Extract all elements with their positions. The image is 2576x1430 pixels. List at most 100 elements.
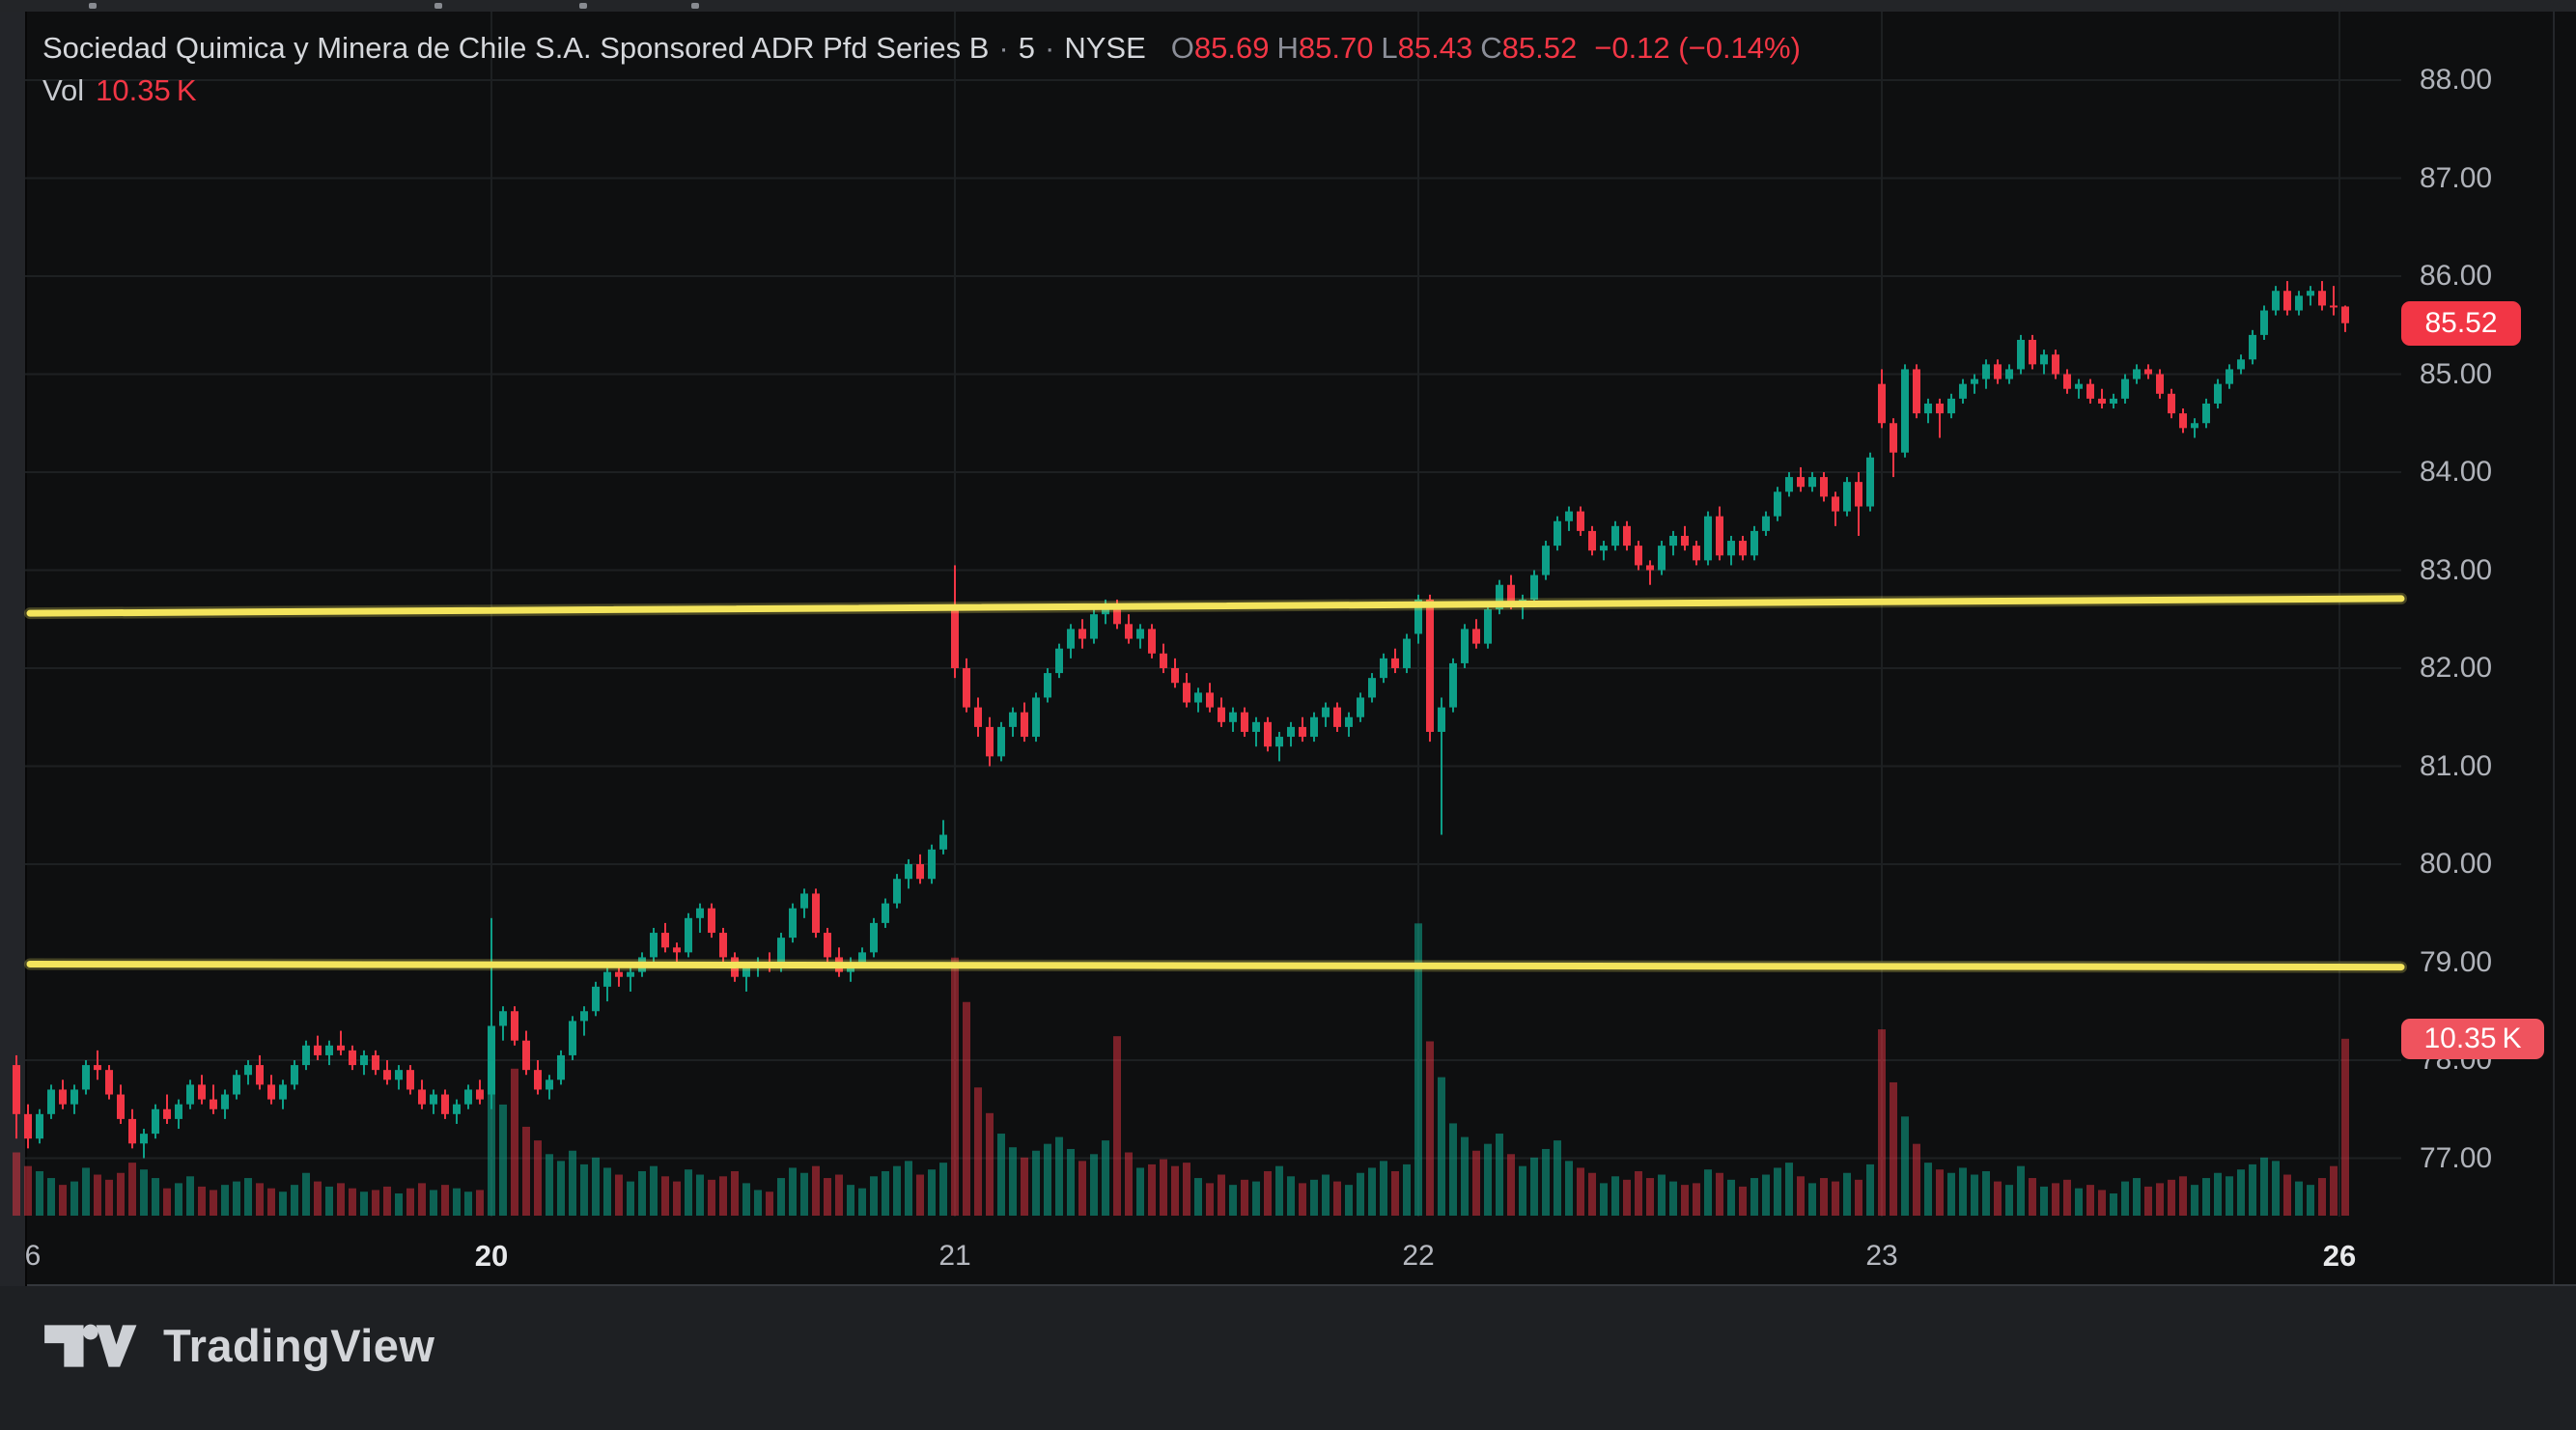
volume-bar [2133, 1178, 2141, 1216]
volume-bar [916, 1174, 924, 1216]
volume-bar [1496, 1134, 1503, 1216]
volume-bar [731, 1170, 739, 1216]
volume-bar [824, 1178, 831, 1216]
tradingview-logo[interactable]: TradingView [44, 1319, 435, 1372]
candle-body [1890, 423, 1897, 453]
volume-legend[interactable]: Vol 10.35 K [42, 71, 197, 110]
candle-body [882, 903, 889, 923]
candle-body [2341, 306, 2349, 323]
candle-body [685, 917, 692, 953]
volume-bar [2237, 1169, 2245, 1216]
candle-body [36, 1113, 43, 1139]
volume-bar [870, 1176, 878, 1216]
volume-bar [1055, 1136, 1063, 1216]
volume-bar [499, 1104, 507, 1216]
candle-body [1750, 530, 1758, 556]
volume-bar [546, 1154, 553, 1216]
volume-bar [1218, 1174, 1225, 1216]
volume-value: 10.35 K [96, 73, 197, 107]
time-axis-label: 23 [1865, 1240, 1898, 1272]
candle-body [708, 908, 715, 934]
volume-bar [685, 1169, 692, 1216]
candle-body [1252, 721, 1260, 732]
volume-bar [1090, 1154, 1098, 1216]
toolbar-icon-fragment [89, 3, 97, 9]
candle-body [592, 986, 600, 1012]
candle-body [1947, 398, 1955, 414]
candle-body [905, 864, 912, 880]
volume-bar [256, 1183, 264, 1216]
volume-bar [2330, 1165, 2338, 1216]
price-tick-label: 79.00 [2420, 945, 2493, 978]
volume-bar [70, 1181, 78, 1216]
symbol-title[interactable]: Sociedad Quimica y Minera de Chile S.A. … [42, 31, 990, 65]
candle-body [800, 893, 808, 909]
volume-bar [1762, 1174, 1770, 1216]
volume-bar [2179, 1176, 2187, 1216]
volume-bar [1808, 1183, 1816, 1216]
candle-body [603, 971, 611, 987]
volume-bar [766, 1192, 773, 1216]
candle-body [1623, 525, 1631, 547]
volume-bar [754, 1190, 762, 1216]
candle-body [1843, 482, 1851, 512]
candle-body [1438, 707, 1445, 732]
time-axis-label: 26 [2322, 1239, 2357, 1273]
candle-body [1565, 511, 1573, 521]
volume-bar [789, 1167, 797, 1216]
interval-value[interactable]: 5 [1018, 31, 1035, 65]
volume-bar [1519, 1165, 1526, 1216]
volume-bar [2214, 1172, 2222, 1216]
candle-body [1171, 668, 1179, 684]
volume-bar [1484, 1143, 1492, 1216]
candle-body [1426, 599, 1434, 732]
candle-body [1681, 535, 1689, 547]
volume-bar [777, 1178, 785, 1216]
volume-bar [997, 1134, 1005, 1216]
volume-bar [1368, 1167, 1376, 1216]
volume-bar [742, 1183, 750, 1216]
volume-bar [522, 1126, 530, 1216]
trend-line-upper-resistance[interactable] [26, 595, 2405, 617]
volume-bar [2156, 1183, 2164, 1216]
volume-bar [1739, 1186, 1747, 1216]
candle-body [2121, 379, 2129, 399]
close-label: C [1480, 31, 1502, 65]
volume-histogram [13, 923, 2349, 1216]
trend-lines[interactable] [24, 592, 2407, 973]
volume-bar [267, 1188, 275, 1216]
candle-body [2249, 334, 2256, 360]
volume-bar [1554, 1140, 1561, 1216]
candle-body [2179, 413, 2187, 429]
candle-body [951, 609, 959, 668]
volume-bar [2040, 1186, 2048, 1216]
volume-bar [1067, 1148, 1075, 1216]
volume-bar [210, 1190, 217, 1216]
volume-bar [1785, 1163, 1793, 1216]
trend-line-lower-support[interactable] [26, 961, 2405, 971]
volume-bar [557, 1161, 565, 1216]
volume-bar [1901, 1116, 1909, 1216]
toolbar-icon-fragment [691, 3, 699, 9]
candle-body [210, 1099, 217, 1109]
volume-bar [59, 1185, 67, 1216]
candle-body [580, 1011, 588, 1022]
candle-wick [1649, 560, 1651, 585]
candle-body [2086, 383, 2094, 399]
low-label: L [1381, 31, 1398, 65]
candle-body [1693, 546, 1700, 561]
volume-bar [1252, 1181, 1260, 1216]
volume-bar [464, 1192, 472, 1216]
volume-bar [835, 1174, 843, 1216]
volume-bar [1461, 1136, 1469, 1216]
candle-body [1716, 516, 1723, 556]
volume-bar [1021, 1157, 1028, 1216]
candle-body [59, 1089, 67, 1105]
candle-body [650, 933, 658, 958]
candle-body [1797, 477, 1805, 488]
symbol-legend[interactable]: Sociedad Quimica y Minera de Chile S.A. … [42, 29, 1801, 68]
volume-bar [395, 1192, 403, 1216]
candle-body [974, 707, 982, 727]
